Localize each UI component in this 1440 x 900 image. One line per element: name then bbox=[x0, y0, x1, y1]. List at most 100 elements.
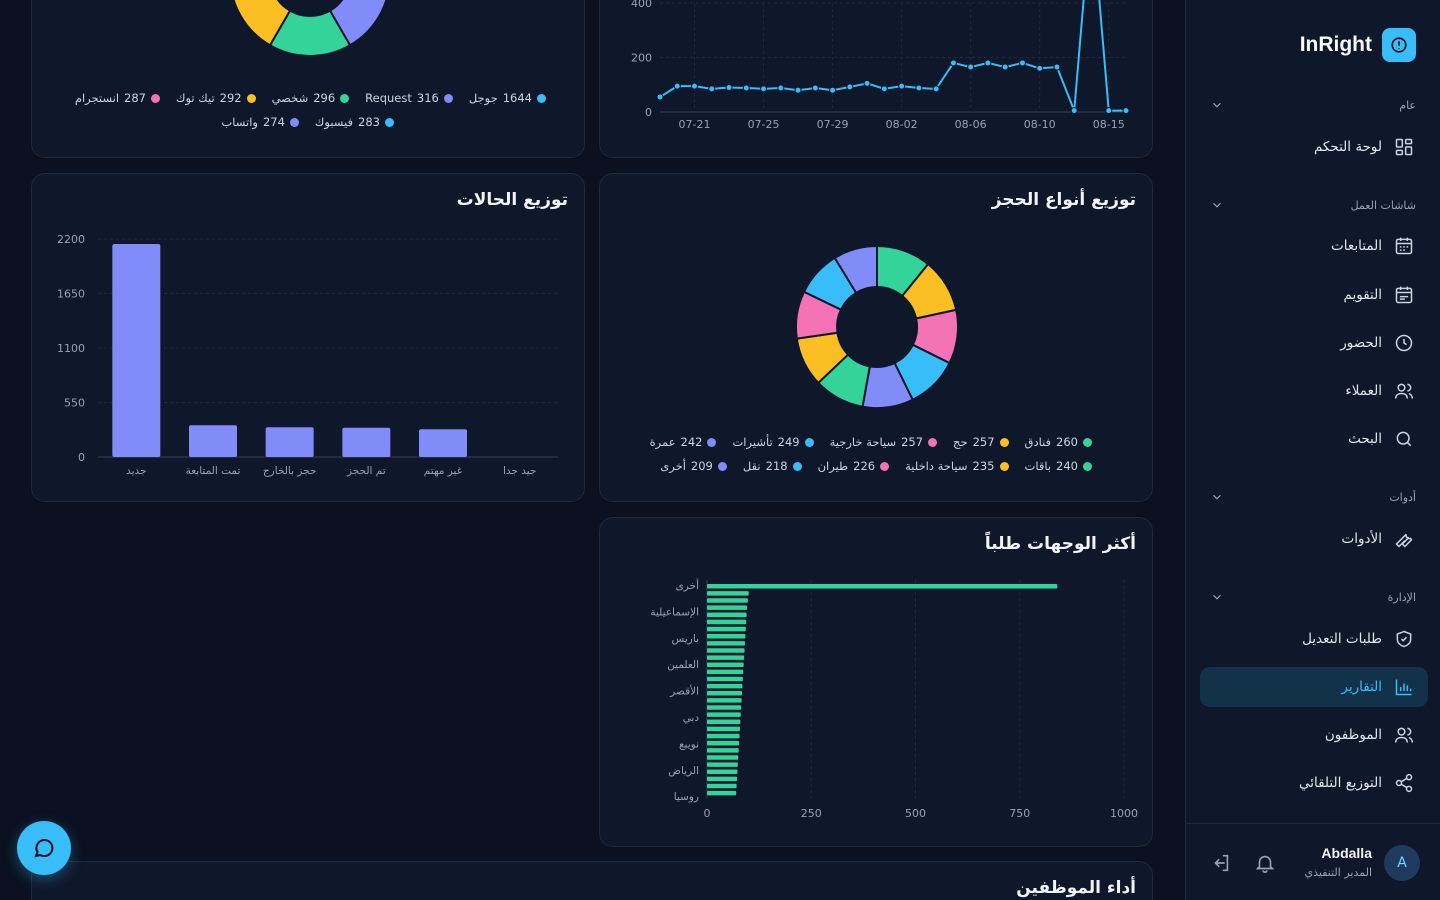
sidebar-item-attendance[interactable]: الحضور bbox=[1200, 323, 1428, 363]
bar[interactable] bbox=[707, 641, 745, 646]
sidebar-item-employees[interactable]: الموظفون bbox=[1200, 715, 1428, 755]
bar[interactable] bbox=[707, 605, 748, 610]
bar[interactable] bbox=[707, 648, 745, 653]
data-point[interactable] bbox=[1018, 59, 1026, 67]
bar[interactable] bbox=[189, 425, 237, 457]
logout-icon[interactable] bbox=[1210, 852, 1232, 874]
chat-button[interactable] bbox=[17, 821, 71, 875]
data-point[interactable] bbox=[949, 59, 957, 67]
section-admin[interactable]: الإدارة bbox=[1210, 587, 1416, 607]
legend-item[interactable]: 249 تأشيرات bbox=[732, 435, 814, 449]
legend-item[interactable]: 257 حج bbox=[953, 435, 1009, 449]
pie-slice-9[interactable] bbox=[833, 244, 878, 295]
data-point[interactable] bbox=[656, 93, 664, 101]
data-point[interactable] bbox=[673, 82, 681, 90]
data-point[interactable] bbox=[898, 82, 906, 90]
bar[interactable] bbox=[707, 669, 744, 675]
bar[interactable] bbox=[707, 712, 741, 717]
data-point[interactable] bbox=[1053, 63, 1061, 71]
data-point[interactable] bbox=[846, 83, 854, 91]
legend-item[interactable]: 287 انستجرام bbox=[75, 91, 160, 105]
legend-item[interactable]: 292 تيك توك bbox=[176, 91, 256, 105]
bell-icon[interactable] bbox=[1254, 852, 1276, 874]
sidebar-item-followups[interactable]: المتابعات bbox=[1200, 226, 1428, 266]
bar[interactable] bbox=[707, 790, 737, 796]
sidebar-item-edit-requests[interactable]: طلبات التعديل bbox=[1200, 619, 1428, 659]
sidebar-item-reports[interactable]: التقارير bbox=[1200, 667, 1428, 707]
section-tools[interactable]: أدوات bbox=[1210, 487, 1416, 507]
sidebar-item-calendar[interactable]: التقويم bbox=[1200, 275, 1428, 315]
legend-item[interactable]: 274 واتساب bbox=[221, 115, 299, 129]
data-point[interactable] bbox=[811, 84, 819, 92]
bar[interactable] bbox=[707, 662, 744, 667]
legend-item[interactable]: 296 شخصي bbox=[272, 91, 350, 105]
bar[interactable] bbox=[707, 762, 738, 767]
legend-item[interactable]: 226 طيران bbox=[818, 459, 890, 473]
data-point[interactable] bbox=[1001, 63, 1009, 71]
bar[interactable] bbox=[707, 726, 740, 732]
bar[interactable] bbox=[707, 691, 743, 696]
sidebar-item-search[interactable]: البحث bbox=[1200, 419, 1428, 459]
bar[interactable] bbox=[707, 598, 748, 603]
data-point[interactable] bbox=[1070, 107, 1078, 115]
bar[interactable] bbox=[707, 591, 749, 596]
bar[interactable] bbox=[707, 612, 747, 618]
sidebar-item-clients[interactable]: العملاء bbox=[1200, 371, 1428, 411]
data-point[interactable] bbox=[932, 85, 940, 93]
bar[interactable] bbox=[707, 584, 1058, 589]
bar[interactable] bbox=[707, 619, 747, 625]
bar[interactable] bbox=[707, 626, 746, 632]
data-point[interactable] bbox=[915, 84, 923, 92]
data-point[interactable] bbox=[863, 79, 871, 87]
legend-item[interactable]: 1644 جوجل bbox=[469, 91, 546, 105]
section-workspace[interactable]: شاشات العمل bbox=[1210, 195, 1416, 215]
bar[interactable] bbox=[707, 655, 745, 660]
data-point[interactable] bbox=[725, 83, 733, 91]
legend-item[interactable]: 242 عمرة bbox=[650, 435, 717, 449]
sidebar-item-auto-distribution[interactable]: التوزيع التلقائي bbox=[1200, 763, 1428, 803]
data-point[interactable] bbox=[1122, 107, 1130, 115]
legend-item[interactable]: 257 سياحة خارجية bbox=[830, 435, 938, 449]
data-point[interactable] bbox=[1036, 64, 1044, 72]
brand[interactable]: InRight bbox=[1300, 28, 1416, 62]
legend-item[interactable]: 316 Request bbox=[365, 91, 453, 105]
data-point[interactable] bbox=[777, 84, 785, 92]
bar[interactable] bbox=[707, 676, 743, 682]
legend-item[interactable]: 218 نقل bbox=[743, 459, 802, 473]
bar[interactable] bbox=[707, 755, 739, 760]
data-point[interactable] bbox=[742, 84, 750, 92]
avatar[interactable]: A bbox=[1384, 845, 1420, 881]
data-point[interactable] bbox=[967, 63, 975, 71]
bar[interactable] bbox=[112, 243, 161, 457]
bar[interactable] bbox=[707, 698, 742, 703]
bar[interactable] bbox=[342, 427, 391, 457]
data-point[interactable] bbox=[708, 85, 716, 93]
pie-slice-2[interactable] bbox=[230, 0, 292, 47]
bar[interactable] bbox=[707, 783, 737, 789]
bar[interactable] bbox=[707, 748, 739, 753]
legend-item[interactable]: 209 أخرى bbox=[660, 459, 727, 473]
sidebar-item-tools[interactable]: الأدوات bbox=[1200, 519, 1428, 559]
section-general[interactable]: عام bbox=[1210, 95, 1416, 115]
data-point[interactable] bbox=[984, 59, 992, 67]
legend-item[interactable]: 260 فنادق bbox=[1025, 435, 1092, 449]
data-point[interactable] bbox=[760, 85, 768, 93]
bar[interactable] bbox=[707, 705, 742, 710]
bar[interactable] bbox=[419, 429, 467, 457]
data-point[interactable] bbox=[794, 86, 802, 94]
legend-item[interactable]: 235 سياحة داخلية bbox=[905, 459, 1009, 473]
bar[interactable] bbox=[707, 769, 738, 774]
bar[interactable] bbox=[265, 427, 314, 457]
legend-item[interactable]: 240 باقات bbox=[1025, 459, 1092, 473]
legend-item[interactable]: 283 فيسبوك bbox=[315, 115, 394, 129]
bar[interactable] bbox=[707, 633, 746, 639]
bar[interactable] bbox=[707, 733, 740, 739]
bar[interactable] bbox=[707, 776, 738, 782]
data-point[interactable] bbox=[829, 86, 837, 94]
data-point[interactable] bbox=[691, 82, 699, 90]
data-point[interactable] bbox=[880, 85, 888, 93]
bar[interactable] bbox=[707, 740, 740, 746]
bar[interactable] bbox=[707, 719, 741, 725]
sidebar-item-dashboard[interactable]: لوحة التحكم bbox=[1200, 127, 1428, 167]
bar[interactable] bbox=[707, 683, 743, 689]
